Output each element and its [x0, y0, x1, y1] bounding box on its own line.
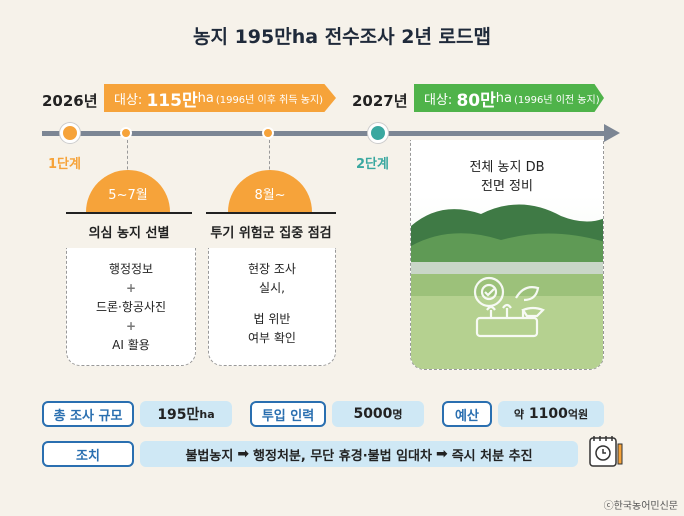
action-step: 행정처분, 무단 휴경·불법 임대차 [253, 448, 432, 464]
step2-period: 8월~ [228, 170, 312, 212]
step2-line: 현장 조사 [248, 262, 296, 276]
step1-marker [120, 127, 132, 139]
step2-box: 현장 조사 실시, 법 위반 여부 확인 [208, 248, 336, 366]
timeline-arrowhead [604, 124, 620, 142]
step2-marker [262, 127, 274, 139]
step2-line: 실시, [259, 281, 285, 295]
calendar-icon [589, 436, 623, 467]
budget-number: 1100 [528, 406, 568, 422]
step1-period: 5~7월 [86, 170, 170, 212]
action-step: 즉시 처분 추진 [451, 448, 533, 464]
phase2-target-banner: 대상: 80만 ha (1996년 이전 농지) [414, 84, 604, 112]
step2-line: 여부 확인 [248, 331, 296, 345]
budget-value: 약 1100 억원 [498, 401, 604, 427]
step1-connector [127, 140, 128, 180]
budget-unit: 억원 [567, 408, 589, 421]
budget-label: 예산 [442, 401, 492, 427]
phase2-task-line: 전체 농지 DB [469, 160, 545, 175]
stage1-marker [60, 123, 80, 143]
action-step: 불법농지 [185, 448, 234, 464]
total-scale-number: 195만 [157, 407, 200, 423]
staff-label: 투입 인력 [250, 401, 326, 427]
phase2-target-unit: ha [495, 90, 512, 106]
phase2-target-prefix: 대상: [424, 92, 453, 108]
arrow-right-icon: ➡ [435, 446, 448, 462]
action-label: 조치 [42, 441, 134, 467]
total-scale-value: 195만 ha [140, 401, 232, 427]
phase2-task-line: 전면 정비 [481, 179, 533, 194]
page-title: 농지 195만ha 전수조사 2년 로드맵 [193, 26, 491, 48]
stage2-label: 2단계 [356, 157, 389, 172]
step1-task: 의심 농지 선별 [88, 226, 170, 241]
step1-item: 행정정보 [108, 262, 154, 276]
farmland-landscape-image [411, 196, 603, 369]
step1-box: 행정정보 + 드론·항공사진 + AI 활용 [66, 248, 196, 366]
phase2-target-note: (1996년 이전 농지) [513, 94, 600, 106]
step1-divider [66, 212, 192, 214]
staff-unit: 명 [392, 408, 403, 421]
total-scale-label: 총 조사 규모 [42, 401, 134, 427]
staff-number: 5000 [353, 406, 393, 422]
phase1-target-prefix: 대상: [114, 92, 143, 108]
arrow-right-icon: ➡ [237, 446, 250, 462]
timeline-line [42, 131, 608, 136]
phase1-target-value: 115만 [146, 90, 198, 111]
step2-divider [206, 212, 336, 214]
step2-task: 투기 위험군 집중 점검 [210, 226, 332, 241]
phase1-target-note: (1996년 이후 취득 농지) [215, 94, 324, 106]
plus-icon: + [125, 319, 137, 333]
step1-item: AI 활용 [112, 338, 150, 352]
phase2-year: 2027년 [352, 92, 408, 110]
step2-connector [269, 140, 270, 180]
phase1-target-unit: ha [197, 90, 214, 106]
action-flow: 불법농지 ➡ 행정처분, 무단 휴경·불법 임대차 ➡ 즉시 처분 추진 [140, 441, 578, 467]
phase2-box: 전체 농지 DB 전면 정비 [410, 140, 604, 370]
total-scale-unit: ha [199, 407, 215, 421]
staff-value: 5000 명 [332, 401, 424, 427]
farm-gear-icon [473, 276, 545, 338]
step2-line: 법 위반 [253, 312, 291, 326]
step1-item: 드론·항공사진 [95, 300, 167, 314]
phase1-year: 2026년 [42, 92, 98, 110]
stage2-marker [368, 123, 388, 143]
stage1-label: 1단계 [48, 157, 81, 172]
phase1-target-banner: 대상: 115만 ha (1996년 이후 취득 농지) [104, 84, 336, 112]
plus-icon: + [125, 281, 137, 295]
phase2-target-value: 80만 [456, 90, 496, 111]
budget-prefix: 약 [513, 408, 525, 421]
credit: ⓒ한국농어민신문 [603, 501, 678, 512]
